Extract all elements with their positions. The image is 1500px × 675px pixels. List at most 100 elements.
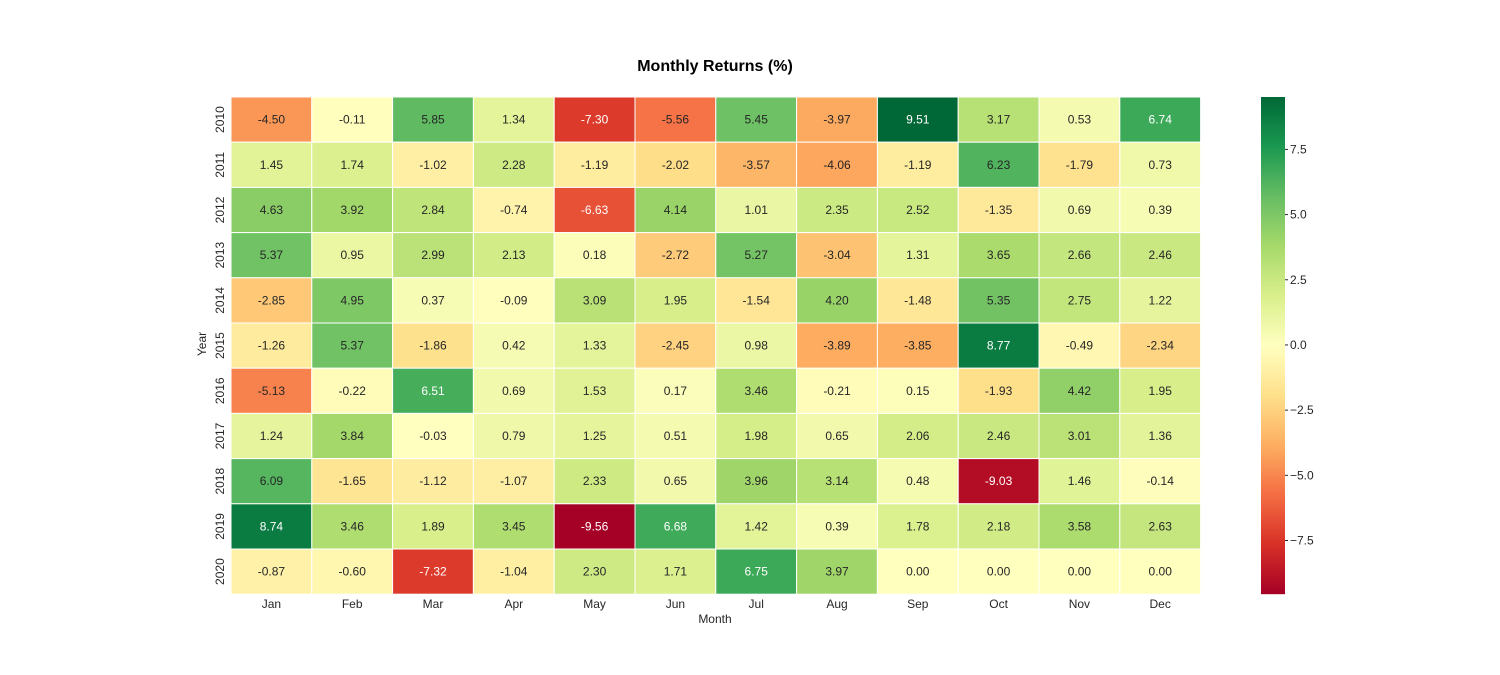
y-tick-label: 2017: [213, 422, 227, 449]
heatmap-cell: [634, 548, 717, 595]
heatmap-cell: [311, 96, 394, 143]
cell-value-label: 4.14: [664, 203, 688, 217]
heatmap-cell: [957, 367, 1040, 414]
heatmap-cell: [392, 232, 474, 279]
colorbar-tick-label: −5.0: [1290, 468, 1314, 482]
cell-value-label: -9.56: [581, 519, 609, 533]
heatmap-cell: [634, 277, 717, 324]
heatmap-cell: [715, 141, 798, 188]
heatmap-cell: [796, 503, 878, 550]
heatmap-cell: [392, 277, 474, 324]
y-tick-label: 2019: [213, 513, 227, 540]
cell-value-label: -1.86: [419, 339, 447, 353]
cell-value-label: 2.46: [1149, 248, 1173, 262]
heatmap-cell: [876, 367, 959, 414]
cell-value-label: 0.73: [1149, 158, 1173, 172]
cell-value-label: -7.30: [581, 113, 609, 127]
heatmap-cell: [392, 548, 474, 595]
heatmap-cell: [230, 186, 313, 234]
heatmap-cell: [957, 96, 1040, 143]
cell-value-label: 1.95: [1149, 384, 1173, 398]
y-tick-label: 2020: [213, 558, 227, 585]
x-tick-label: Mar: [423, 597, 444, 611]
cell-value-label: 8.74: [260, 519, 284, 533]
y-tick-label: 2018: [213, 468, 227, 495]
cell-value-label: 4.20: [825, 293, 849, 307]
cell-value-label: -1.19: [904, 158, 932, 172]
x-tick-labels: Jan Feb Mar Apr May Jun Jul Aug Sep Oct Nov Dec: [262, 597, 1171, 611]
heatmap-cell: [715, 232, 798, 279]
cell-value-label: 0.15: [906, 384, 930, 398]
heatmap-cell: [472, 548, 555, 595]
heatmap-cell: [230, 96, 313, 143]
heatmap-cell: [230, 412, 313, 460]
heatmap-cell: [392, 367, 474, 414]
cell-value-label: 6.23: [987, 158, 1011, 172]
cell-value-label: -1.48: [904, 293, 932, 307]
cell-value-label: 1.31: [906, 248, 930, 262]
heatmap-cell: [1119, 186, 1202, 234]
heatmap-cell: [957, 322, 1040, 369]
cell-value-label: -1.79: [1066, 158, 1094, 172]
cell-value-label: 5.35: [987, 293, 1011, 307]
heatmap-cell: [796, 141, 878, 188]
heatmap-cell: [553, 412, 636, 460]
cell-value-label: 1.42: [745, 519, 769, 533]
heatmap-cell: [553, 503, 636, 550]
cell-value-label: 0.69: [502, 384, 526, 398]
cell-value-label: 3.09: [583, 293, 607, 307]
heatmap-cell: [796, 277, 878, 324]
cell-value-label: 1.22: [1149, 293, 1173, 307]
cell-value-label: 6.68: [664, 519, 688, 533]
heatmap-cell: [472, 232, 555, 279]
heatmap-cell: [957, 548, 1040, 595]
cell-value-label: 0.48: [906, 474, 930, 488]
heatmap-cell: [230, 277, 313, 324]
cell-value-label: -1.93: [985, 384, 1013, 398]
heatmap-cell: [553, 141, 636, 188]
cell-value-label: 0.00: [906, 565, 930, 579]
heatmap-cells: -4.50 -0.11 5.85 1.34 -7.30 -5.56 5.45 -3.97 9.5…: [230, 96, 1202, 595]
x-tick-label: Sep: [907, 597, 929, 611]
heatmap-cell: [1119, 412, 1202, 460]
cell-value-label: 9.51: [906, 113, 930, 127]
heatmap-cell: [311, 367, 394, 414]
heatmap-cell: [472, 367, 555, 414]
y-tick-label: 2011: [213, 152, 227, 178]
cell-value-label: 1.33: [583, 339, 607, 353]
cell-value-label: 4.95: [341, 293, 365, 307]
cell-value-label: -2.45: [662, 339, 690, 353]
cell-value-label: -4.06: [823, 158, 851, 172]
heatmap-cell: [715, 458, 798, 505]
cell-value-label: 0.53: [1068, 113, 1092, 127]
cell-value-label: -0.14: [1147, 474, 1175, 488]
y-tick-label: 2013: [213, 242, 227, 269]
cell-value-label: 2.30: [583, 565, 607, 579]
cell-value-label: -0.11: [339, 113, 366, 127]
heatmap-cell: [1038, 232, 1121, 279]
heatmap-cell: [634, 141, 717, 188]
cell-value-label: 2.63: [1149, 519, 1173, 533]
cell-value-label: -3.89: [823, 339, 851, 353]
x-tick-label: Jun: [666, 597, 685, 611]
cell-value-label: 3.46: [341, 519, 365, 533]
x-tick-label: Feb: [342, 597, 363, 611]
cell-value-label: 2.46: [987, 429, 1011, 443]
x-tick-label: Jan: [262, 597, 281, 611]
cell-value-label: 2.18: [987, 519, 1011, 533]
cell-value-label: 0.37: [421, 293, 445, 307]
colorbar-tick-label: 2.5: [1290, 273, 1307, 287]
cell-value-label: 3.96: [745, 474, 769, 488]
heatmap-cell: [392, 96, 474, 143]
cell-value-label: -9.03: [985, 474, 1013, 488]
cell-value-label: 0.17: [664, 384, 688, 398]
cell-value-label: 2.06: [906, 429, 930, 443]
cell-value-label: 5.37: [341, 339, 365, 353]
heatmap-cell: [311, 277, 394, 324]
x-tick-label: Aug: [826, 597, 847, 611]
heatmap-cell: [1038, 458, 1121, 505]
x-tick-label: Nov: [1069, 597, 1090, 611]
heatmap-cell: [715, 548, 798, 595]
cell-value-label: -0.49: [1066, 339, 1094, 353]
cell-value-label: 6.51: [421, 384, 445, 398]
